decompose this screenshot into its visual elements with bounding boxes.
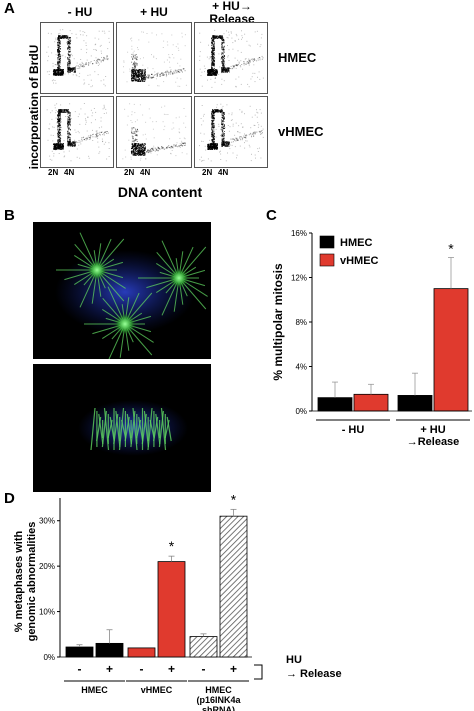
bar-vhmec-0 [353, 393, 389, 412]
bar-hmec-0 [317, 397, 353, 412]
bar-hmec-1 [397, 395, 433, 412]
row-label-hmec: HMEC [278, 50, 317, 65]
treatment-caption: HU [286, 654, 302, 666]
y-tick-label: 12% [291, 274, 307, 283]
y-tick-label: 20% [39, 562, 55, 571]
treatment-bracket [254, 664, 263, 680]
facs-dots [199, 103, 264, 162]
facs-dots [123, 31, 187, 87]
bar-group2-plus [219, 515, 248, 658]
treatment-label: + [230, 662, 237, 676]
facs-dots [122, 103, 188, 161]
category-label: - HU [342, 424, 365, 436]
facs-dots [46, 29, 110, 88]
facs-dots [46, 103, 110, 162]
bar-group0-plus [95, 642, 124, 658]
category-label: + HU [420, 424, 445, 436]
treatment-caption: → Release [286, 668, 342, 680]
significance-mark: * [448, 240, 454, 256]
y-axis-label: % metaphases with [13, 530, 25, 632]
treatment-label: - [140, 662, 144, 676]
bar-vhmec-1 [433, 288, 469, 412]
x-tick-2n: 2N [124, 168, 135, 177]
x-tick-4n: 4N [218, 168, 229, 177]
micrograph-multipolar-spindle-top [33, 222, 211, 359]
group-label: vHMEC [141, 685, 173, 695]
bar-group2-minus [189, 636, 218, 658]
facs-plot-hmec-release [194, 22, 268, 94]
y-tick-label: 0% [295, 407, 307, 416]
treatment-label: - [202, 662, 206, 676]
category-label: →Release [407, 436, 460, 448]
group-label: HMEC [205, 685, 232, 695]
facs-plot-hmec-plus-hu [116, 22, 192, 94]
facs-dots [199, 29, 264, 88]
chart-panel-c: % multipolar mitosis 0% 4% 8% 12% 16% - HU + HU… [271, 229, 472, 448]
bar-group1-minus [127, 647, 156, 658]
treatment-label: - [78, 662, 82, 676]
treatment-label: + [168, 662, 175, 676]
x-axis-label-dna-content: DNA content [117, 184, 203, 200]
panel-label-c: C [266, 207, 277, 224]
micrograph-image-top [55, 232, 208, 359]
x-tick-2n: 2N [48, 168, 59, 177]
panel-label-b: B [4, 207, 15, 224]
panel-label-a: A [4, 0, 15, 17]
column-title-minus-hu: - HU [67, 5, 93, 19]
group-label: (p16INK4a [196, 695, 241, 705]
bar-group0-minus [65, 646, 94, 658]
y-tick-label: 0% [43, 653, 55, 662]
x-tick-4n: 4N [64, 168, 75, 177]
x-tick-4n: 4N [140, 168, 151, 177]
facs-plot-vhmec-minus-hu [40, 96, 114, 168]
y-axis-label: genomic abnormalities [26, 522, 38, 642]
group-label: HMEC [81, 685, 108, 695]
chart-panel-d: % metaphases with genomic abnormalities 0%… [13, 491, 342, 711]
y-axis-label: % multipolar mitosis [271, 263, 285, 381]
legend-label: HMEC [340, 237, 372, 249]
y-tick-label: 16% [291, 229, 307, 238]
treatment-label: + [106, 662, 113, 676]
group-label: shRNA) [202, 705, 235, 711]
y-tick-label: 10% [39, 608, 55, 617]
panel-label-d: D [4, 490, 15, 507]
y-tick-label: 30% [39, 517, 55, 526]
legend-label: vHMEC [340, 255, 379, 267]
bar-group1-plus [157, 561, 186, 658]
column-title-plus-hu: + HU [140, 5, 168, 19]
facs-plot-vhmec-release [194, 96, 268, 168]
legend-swatch [319, 253, 335, 267]
facs-plot-hmec-minus-hu [40, 22, 114, 94]
y-tick-label: 8% [295, 318, 307, 327]
legend-swatch [319, 235, 335, 249]
row-label-vhmec: vHMEC [278, 124, 324, 139]
x-tick-2n: 2N [202, 168, 213, 177]
y-tick-label: 4% [295, 363, 307, 372]
facs-plot-vhmec-plus-hu [116, 96, 192, 168]
micrograph-multipolar-spindle-bottom [33, 364, 211, 492]
micrograph-image-bottom [78, 400, 188, 456]
y-axis-label-brdu: incorporation of BrdU [27, 44, 41, 170]
significance-mark: * [169, 538, 175, 554]
significance-mark: * [231, 491, 237, 507]
